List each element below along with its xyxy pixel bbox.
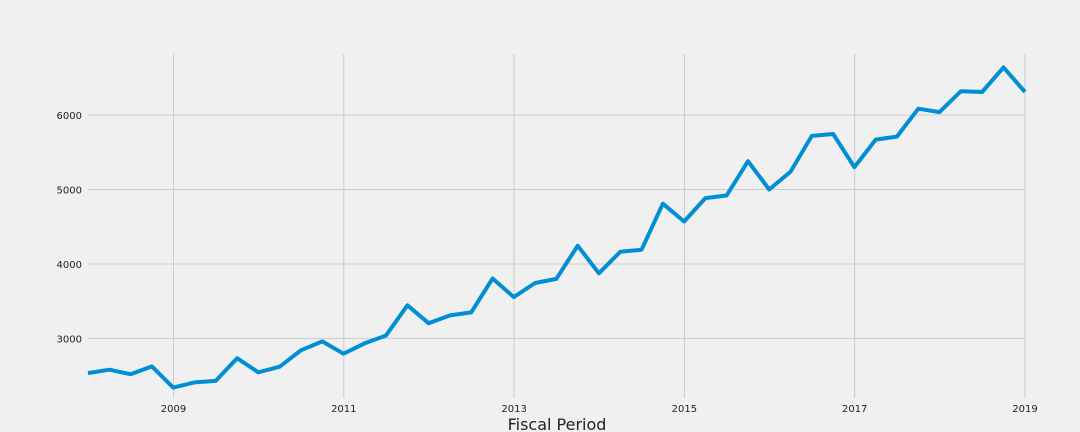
x-tick-label: 2017 [842, 404, 867, 415]
x-tick-label: 2015 [672, 404, 697, 415]
series-line [87, 65, 1027, 390]
grid [88, 54, 1026, 398]
y-tick-label: 4000 [57, 260, 82, 271]
x-tick-label: 2009 [161, 404, 186, 415]
x-tick-label: 2013 [501, 404, 526, 415]
x-tick-label: 2019 [1012, 404, 1037, 415]
x-tick-label: 2011 [331, 404, 356, 415]
series-group [87, 65, 1027, 390]
x-axis-title: Fiscal Period [508, 415, 607, 432]
y-tick-label: 3000 [57, 334, 82, 345]
tick-labels: 3000 4000 5000 6000 2009 2011 2013 2015 2017 2019 [57, 111, 1038, 415]
y-tick-label: 6000 [57, 111, 82, 122]
y-tick-label: 5000 [57, 186, 82, 197]
